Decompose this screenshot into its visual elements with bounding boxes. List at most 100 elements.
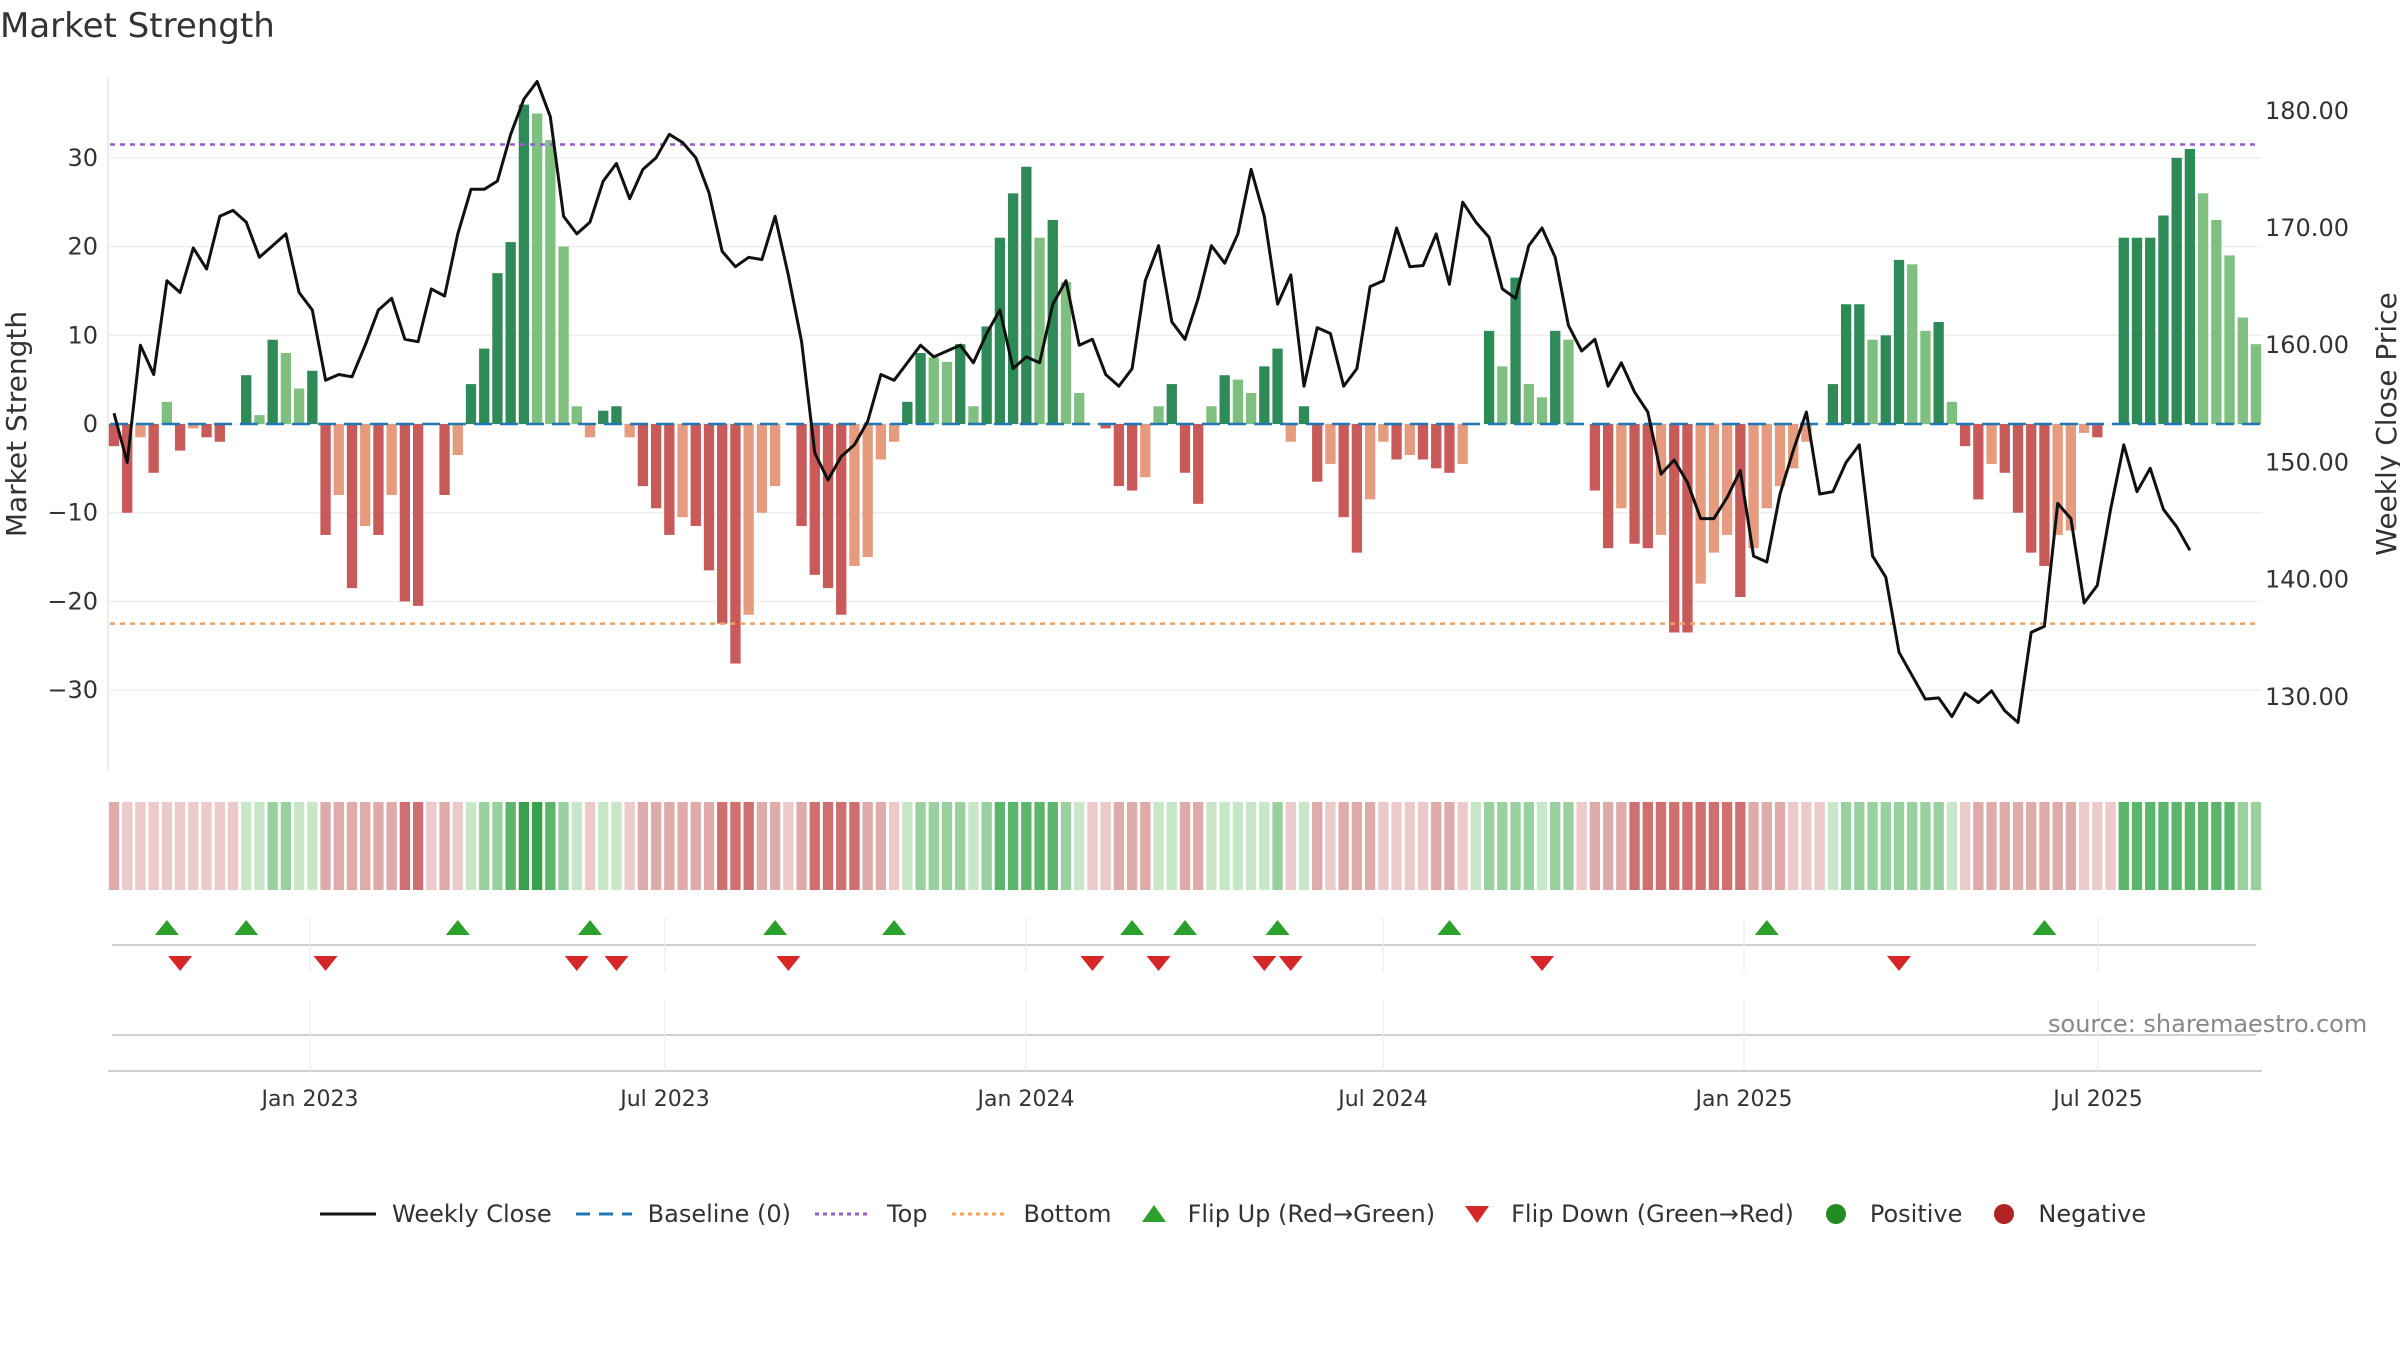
legend-item-positive[interactable]: Positive (1816, 1200, 1962, 1228)
strength-bar (1708, 424, 1720, 553)
heat-strip-cell (1814, 802, 1825, 890)
strength-bar (2145, 237, 2156, 424)
strength-bar (2078, 424, 2090, 433)
heat-strip-cell (1893, 802, 1905, 890)
heat-strip-cell (386, 802, 397, 890)
heat-strip-cell (2012, 802, 2024, 890)
heat-strip-cell (558, 802, 569, 890)
strength-bar (955, 344, 966, 424)
heat-strip-cell (188, 802, 199, 890)
heat-strip-cell (2237, 802, 2248, 890)
heat-strip-cell (2197, 802, 2209, 890)
strength-bar (2012, 424, 2024, 513)
strength-bar (1074, 392, 1085, 424)
strength-bar (1563, 339, 1574, 424)
strength-bar (1973, 424, 1984, 500)
flip-down-marker (604, 956, 629, 971)
strength-bar (584, 424, 596, 438)
strength-bar (1523, 384, 1534, 424)
heat-strip-cell (2145, 802, 2156, 890)
heat-strip-cell (783, 802, 794, 890)
legend-item-top[interactable]: Top (813, 1200, 928, 1228)
weekly-close-line (112, 80, 2192, 724)
heat-strip-cell (1219, 802, 1230, 890)
heat-strip-cell (1113, 802, 1125, 890)
strength-bar (1616, 424, 1627, 509)
flip-down-marker (1252, 956, 1277, 971)
strength-bar (1140, 424, 1151, 478)
heat-strip-cell (1602, 802, 1614, 890)
flip-up-marker (154, 920, 179, 935)
strength-bar (373, 424, 384, 535)
strength-bar (307, 370, 318, 424)
heat-strip-cell (1351, 802, 1363, 890)
heat-strip-cell (717, 802, 728, 890)
heat-strip-cell (373, 802, 384, 890)
strength-bar (2092, 424, 2103, 438)
heat-strip-cell (505, 802, 516, 890)
heat-strip-cell (2171, 802, 2182, 890)
strength-bar (2211, 219, 2222, 424)
strength-bar (1933, 321, 1944, 424)
heat-strip-cell (439, 802, 450, 890)
strength-bar (1364, 424, 1376, 500)
heat-strip-cell (2158, 802, 2169, 890)
heat-strip-cell (1391, 802, 1402, 890)
strength-bar (756, 424, 768, 513)
flip-down-marker (1278, 956, 1303, 971)
heat-strip-cell (531, 802, 543, 890)
y-tick-label: 10 (67, 321, 98, 349)
heat-strip-cell (201, 802, 212, 890)
strength-bar (1457, 424, 1468, 464)
heat-strip-cell (161, 802, 173, 890)
circle-icon (1825, 1204, 1846, 1224)
strength-bar (1166, 384, 1177, 424)
strength-bar (809, 424, 820, 575)
strength-bar (1232, 379, 1244, 424)
legend-item-baseline[interactable]: Baseline (0) (574, 1200, 791, 1228)
heat-strip-cell (690, 802, 701, 890)
strength-bar (1721, 424, 1733, 535)
legend-item-flip-up[interactable]: Flip Up (Red→Green) (1134, 1200, 1435, 1228)
heat-strip-cell (1563, 802, 1574, 890)
flip-up-marker (763, 920, 788, 935)
heat-strip-cell (915, 802, 926, 890)
heat-strip-cell (1259, 802, 1270, 890)
strength-bar (161, 401, 173, 424)
legend-item-negative[interactable]: Negative (1984, 1200, 2146, 1228)
heat-strip-cell (2118, 802, 2129, 890)
heat-strip-cell (743, 802, 754, 890)
triangle-up-icon (1141, 1205, 1166, 1222)
heat-strip-cell (1550, 802, 1561, 890)
y-tick-label: 30 (67, 144, 98, 172)
y-tick-label: −30 (47, 676, 98, 704)
strength-bar (2118, 237, 2129, 424)
heat-strip-cell (650, 802, 662, 890)
legend-item-bottom[interactable]: Bottom (950, 1200, 1112, 1228)
heat-strip-cell (1920, 802, 1931, 890)
heat-strip-cell (1087, 802, 1098, 890)
strength-bar (2131, 237, 2143, 424)
strength-bar (690, 424, 701, 527)
strength-bar (492, 273, 503, 424)
legend-item-weekly-close[interactable]: Weekly Close (318, 1200, 552, 1228)
strength-bar (1404, 424, 1415, 456)
strength-bar (2224, 255, 2235, 424)
legend-item-flip-down[interactable]: Flip Down (Green→Red) (1457, 1200, 1794, 1228)
strength-bar (1497, 366, 1508, 424)
strength-bar (267, 339, 278, 424)
heat-strip-cell (1788, 802, 1799, 890)
strength-bar (1536, 397, 1548, 424)
heat-strip-cell (426, 802, 437, 890)
strength-bar (1589, 424, 1601, 491)
strength-bar (1748, 424, 1759, 549)
chart-title: Market Strength (0, 6, 275, 46)
heat-strip-cell (1021, 802, 1032, 890)
heat-strip-cell (1907, 802, 1918, 890)
flip-down-marker (1887, 956, 1911, 971)
heat-strip-cell (1933, 802, 1944, 890)
heat-strip-cell (333, 802, 344, 890)
flip-up-marker (1120, 920, 1145, 935)
heat-strip-cell (1721, 802, 1733, 890)
heat-strip-cell (1074, 802, 1085, 890)
